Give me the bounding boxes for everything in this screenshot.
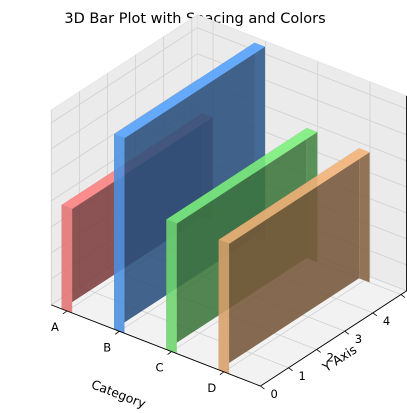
- y-tick-label: 0: [270, 387, 277, 401]
- x-tick: [219, 371, 225, 376]
- x-axis-label: Category: [89, 377, 148, 412]
- x-gridline: [223, 276, 371, 373]
- bar-left-face: [166, 219, 177, 354]
- x-tick-label: C: [156, 361, 164, 375]
- axes: ABCD01234502468101214: [51, 95, 407, 401]
- x-tick-label: D: [207, 381, 216, 395]
- x-tick-label: B: [103, 340, 111, 354]
- bar-D: [218, 148, 370, 374]
- bar-top-face: [218, 148, 370, 244]
- x-tick-label: A: [51, 320, 59, 334]
- y-tick-label: 2: [327, 350, 334, 364]
- bar-left-face: [218, 239, 230, 374]
- z-gridline: [51, 79, 198, 176]
- y-axis-label: Y Axis: [319, 342, 359, 376]
- y-tick: [344, 330, 350, 335]
- y-tick: [316, 349, 321, 353]
- y-tick-label: 3: [355, 332, 362, 346]
- x-axis-line: [51, 304, 261, 387]
- y-tick-label: 1: [299, 369, 306, 383]
- x-tick: [62, 310, 68, 315]
- z-gridline: [51, 53, 198, 150]
- x-tick: [115, 330, 120, 335]
- bar-top-face: [166, 128, 318, 224]
- bars: [61, 42, 370, 374]
- bar-front-face: [218, 148, 360, 370]
- y-tick: [260, 385, 265, 390]
- bar-left-face: [114, 134, 125, 334]
- bar-side-face: [359, 148, 370, 283]
- y-tick: [288, 367, 293, 372]
- y-tick: [372, 312, 378, 317]
- y-tick-label: 4: [383, 314, 390, 328]
- x-tick: [167, 351, 172, 355]
- y-tick: [400, 294, 406, 298]
- z-gridline: [51, 27, 198, 124]
- y-axis-line: [260, 290, 407, 387]
- bar-left-face: [61, 204, 73, 313]
- bar-top-face: [114, 42, 265, 139]
- z-gridline: [197, 27, 407, 110]
